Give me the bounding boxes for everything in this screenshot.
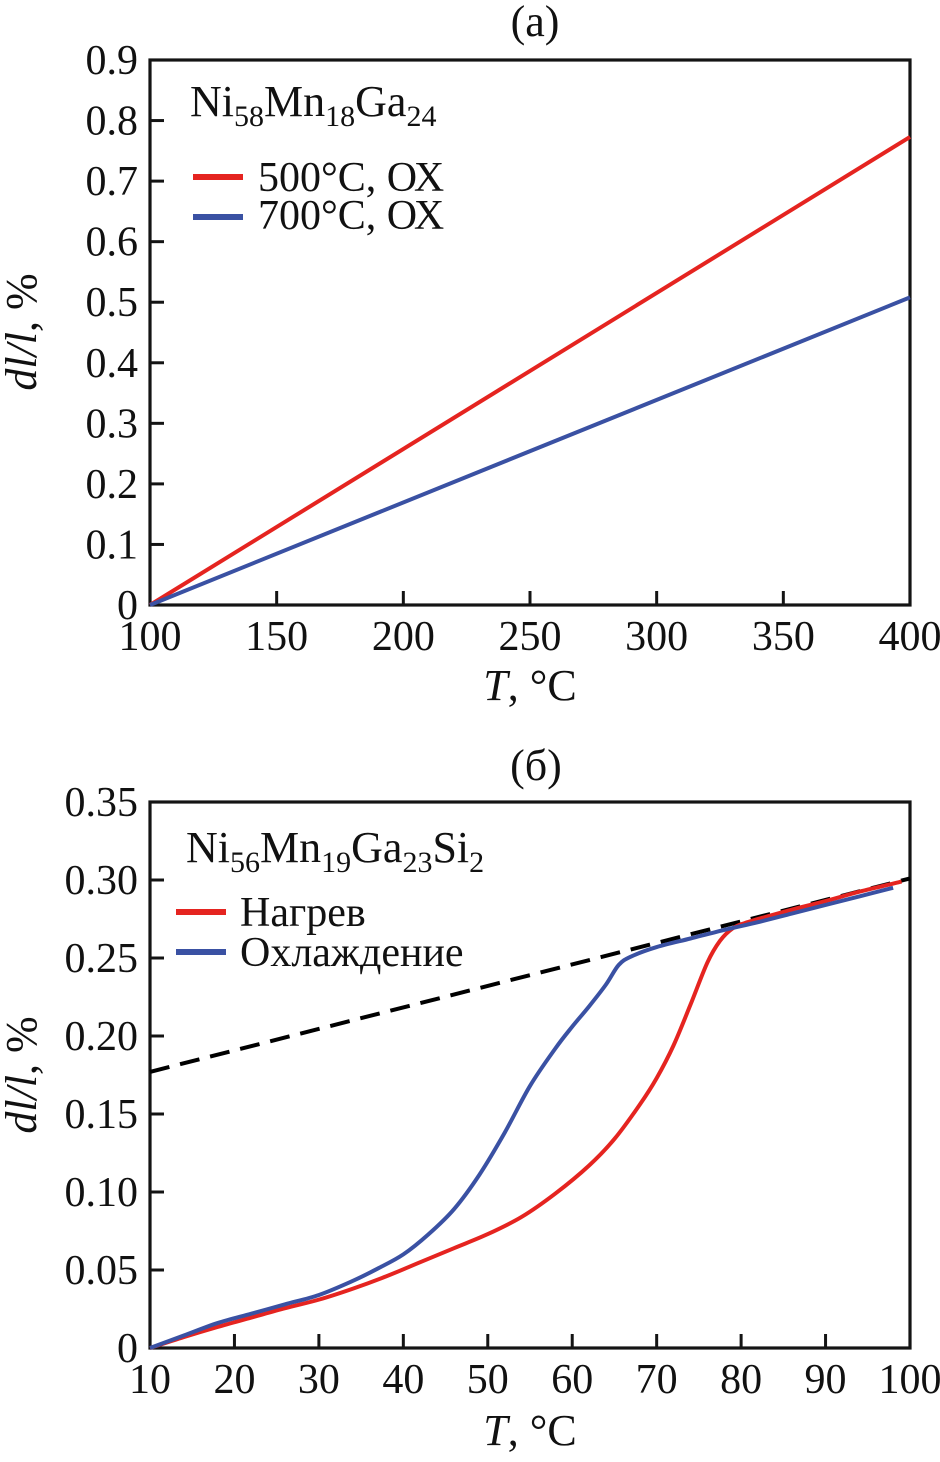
x-tick-label-b: 40 (382, 1357, 424, 1403)
x-axis-label-a: T, °C (483, 661, 576, 710)
y-tick-label-a: 0.5 (86, 280, 139, 326)
x-tick-label-a: 350 (752, 614, 815, 660)
x-tick-label-a: 300 (625, 614, 688, 660)
legend-label-b-1: Охлаждение (240, 930, 464, 976)
y-tick-label-a: 0.1 (86, 522, 139, 568)
panel-label-a: (a) (511, 0, 560, 46)
plot-frame-a (150, 60, 910, 605)
plot-frame-b (150, 802, 910, 1348)
y-tick-label-b: 0.35 (65, 780, 139, 826)
y-tick-label-a: 0.4 (86, 341, 139, 387)
x-tick-label-b: 70 (636, 1357, 678, 1403)
x-tick-label-b: 100 (879, 1357, 940, 1403)
y-tick-label-a: 0.9 (86, 38, 139, 84)
y-tick-label-b: 0 (117, 1326, 138, 1372)
legend-formula-a: Ni58​Mn18​Ga24​ (190, 77, 436, 133)
x-tick-label-b: 30 (298, 1357, 340, 1403)
x-tick-label-a: 400 (879, 614, 940, 660)
x-tick-label-a: 150 (245, 614, 308, 660)
y-axis-label-a: dl/l, % (0, 273, 46, 390)
y-tick-label-b: 0.15 (65, 1092, 139, 1138)
y-tick-label-a: 0.8 (86, 99, 139, 145)
legend-label-a-1: 700°C, ОХ (258, 193, 444, 239)
x-tick-label-b: 50 (467, 1357, 509, 1403)
y-tick-label-a: 0.3 (86, 401, 139, 447)
y-tick-label-b: 0.10 (65, 1170, 139, 1216)
y-tick-label-a: 0.7 (86, 159, 139, 205)
y-tick-label-a: 0.6 (86, 220, 139, 266)
x-tick-label-a: 250 (499, 614, 562, 660)
y-tick-label-a: 0 (117, 583, 138, 629)
x-axis-label-b: T, °C (483, 1406, 576, 1455)
legend-formula-b: Ni56​Mn19​Ga23​Si2​ (186, 823, 484, 879)
y-tick-label-b: 0.30 (65, 858, 139, 904)
panel-label-b: (б) (510, 741, 562, 790)
x-tick-label-b: 80 (720, 1357, 762, 1403)
y-tick-label-b: 0.05 (65, 1248, 139, 1294)
y-tick-label-b: 0.20 (65, 1014, 139, 1060)
x-tick-label-b: 20 (213, 1357, 255, 1403)
y-tick-label-a: 0.2 (86, 462, 139, 508)
x-tick-label-a: 200 (372, 614, 435, 660)
y-tick-label-b: 0.25 (65, 936, 139, 982)
x-tick-label-b: 90 (805, 1357, 847, 1403)
y-axis-label-b: dl/l, % (0, 1016, 46, 1133)
x-tick-label-b: 60 (551, 1357, 593, 1403)
series-annealed-700C-a (150, 297, 910, 605)
